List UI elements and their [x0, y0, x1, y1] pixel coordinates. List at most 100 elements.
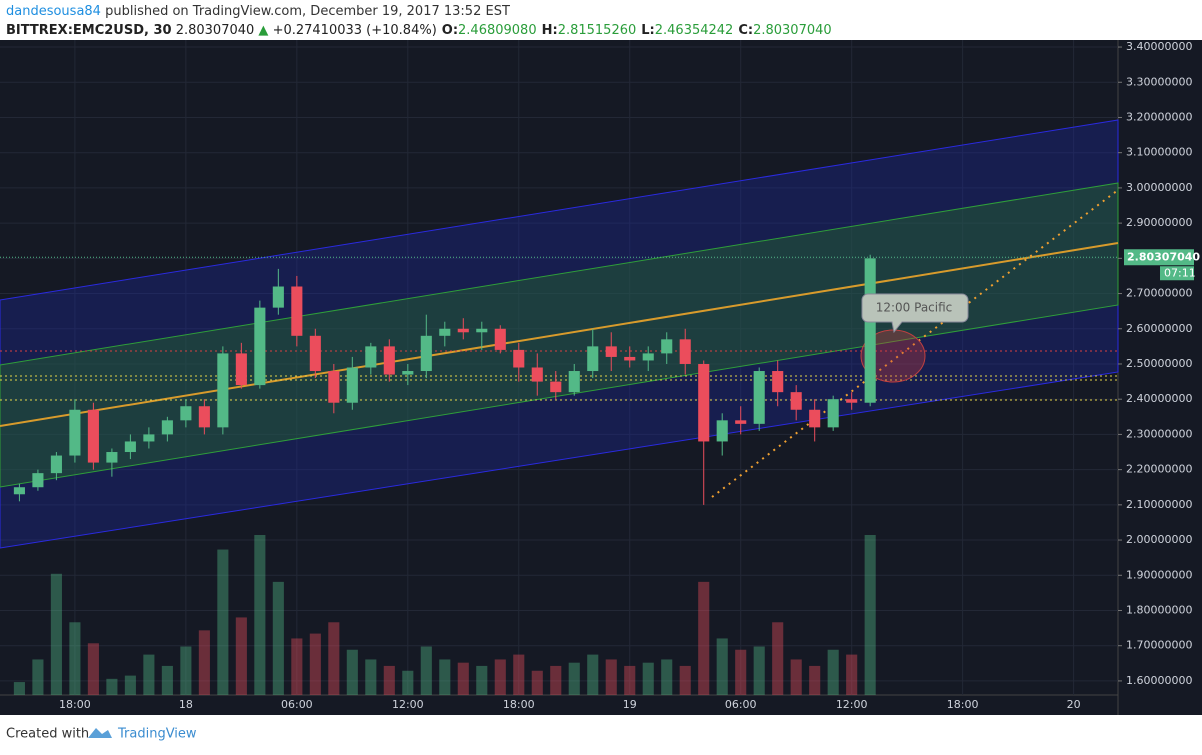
symbol-line: BITTREX:EMC2USD, 30 2.80307040 ▲ +0.2741…: [6, 23, 832, 38]
x-tick-label: 18:00: [947, 698, 979, 711]
y-tick-label: 1.60000000: [1126, 674, 1192, 687]
y-tick-label: 2.90000000: [1126, 216, 1192, 229]
highlight-ellipse: [860, 329, 926, 383]
volume-bar: [217, 549, 229, 695]
candle-body: [161, 420, 173, 435]
volume-bar: [143, 654, 155, 695]
volume-bar: [69, 622, 81, 695]
y-tick-label: 3.10000000: [1126, 146, 1192, 159]
y-tick-label: 3.40000000: [1126, 40, 1192, 53]
volume-bar: [291, 638, 303, 695]
logo: [88, 728, 112, 738]
x-tick-label: 18:00: [503, 698, 535, 711]
volume-bar: [365, 659, 377, 695]
y-tick-label: 1.90000000: [1126, 568, 1192, 581]
candle-body: [50, 455, 62, 474]
volume-bar: [309, 633, 321, 695]
candle-body: [328, 371, 340, 403]
header-line: dandesousa84 published on TradingView.co…: [6, 4, 510, 19]
candle-body: [13, 487, 25, 495]
volume-bar: [716, 638, 728, 695]
y-tick-label: 2.70000000: [1126, 287, 1192, 300]
candle-body: [494, 328, 506, 350]
volume-bar: [513, 654, 525, 695]
symbol: BITTREX:EMC2USD, 30: [6, 23, 172, 38]
x-tick-label: 12:00: [836, 698, 868, 711]
countdown: 07:11: [1164, 266, 1196, 279]
volume-bar: [50, 573, 62, 695]
volume-bar: [161, 665, 173, 695]
volume-bar: [846, 654, 858, 695]
volume-bar: [476, 665, 488, 695]
volume-bar: [13, 682, 25, 695]
ohlc-key: C:: [738, 23, 753, 38]
volume-bar: [809, 665, 821, 695]
volume-bar: [272, 581, 284, 695]
y-tick-label: 2.20000000: [1126, 463, 1192, 476]
published: published on TradingView.com, December 1…: [105, 4, 510, 19]
candle-body: [679, 339, 691, 364]
candle-body: [735, 420, 747, 424]
candle-body: [106, 452, 118, 463]
volume-bar: [383, 665, 395, 695]
candles: [13, 254, 876, 505]
y-tick-label: 3.00000000: [1126, 181, 1192, 194]
regression-line: [0, 242, 1119, 427]
countdown-box: [1160, 266, 1194, 281]
ohlc-value: 2.81515260: [558, 23, 637, 38]
x-tick-label: 19: [623, 698, 637, 711]
candle-body: [809, 409, 821, 428]
y-tick-label: 2.10000000: [1126, 498, 1192, 511]
volume-bar: [346, 649, 358, 695]
last-price-box: [1124, 249, 1194, 266]
y-tick-label: 2.40000000: [1126, 392, 1192, 405]
candle-body: [235, 353, 247, 386]
volume-bar: [735, 649, 747, 695]
candle-body: [698, 363, 710, 442]
ohlc-key: H:: [542, 23, 558, 38]
candle-body: [291, 286, 303, 336]
candle-body: [772, 371, 784, 393]
annotation: 12:00 Pacific: [876, 301, 953, 315]
volume-bar: [772, 622, 784, 695]
volume-bar: [87, 643, 99, 695]
candle-body: [457, 328, 469, 333]
candle-body: [420, 335, 432, 372]
candle-body: [568, 371, 580, 393]
x-tick-label: 06:00: [281, 698, 313, 711]
volume-bar: [328, 622, 340, 695]
volume-bar: [439, 659, 451, 695]
volume-bar: [642, 662, 654, 695]
y-tick-label: 1.80000000: [1126, 603, 1192, 616]
candle-body: [587, 346, 599, 372]
candle-body: [642, 353, 654, 361]
candle-body: [531, 367, 543, 382]
candle-body: [87, 409, 99, 463]
up-arrow: ▲: [258, 23, 268, 38]
volume-bar: [790, 659, 802, 695]
volume-bar: [457, 662, 469, 695]
volume-bar: [180, 646, 192, 695]
y-tick-label: 2.60000000: [1126, 322, 1192, 335]
candle-body: [846, 399, 858, 403]
candle-body: [32, 473, 44, 488]
volume-bar: [32, 659, 44, 695]
candle-body: [716, 420, 728, 442]
volume-bar: [605, 659, 617, 695]
trend-line: [711, 189, 1119, 498]
author[interactable]: dandesousa84: [6, 4, 101, 19]
volume-bar: [679, 665, 691, 695]
y-tick-label: 2.00000000: [1126, 533, 1192, 546]
candle-body: [143, 434, 155, 442]
candle-body: [180, 406, 192, 421]
last-price-label: 2.80307040: [1127, 250, 1200, 263]
candle-body: [864, 258, 876, 403]
volume-bar: [827, 649, 839, 695]
y-tick-label: 3.20000000: [1126, 110, 1192, 123]
candle-body: [605, 346, 617, 357]
candle-body: [198, 406, 210, 428]
candle-body: [827, 399, 839, 428]
footer-brand[interactable]: TradingView: [117, 727, 197, 742]
